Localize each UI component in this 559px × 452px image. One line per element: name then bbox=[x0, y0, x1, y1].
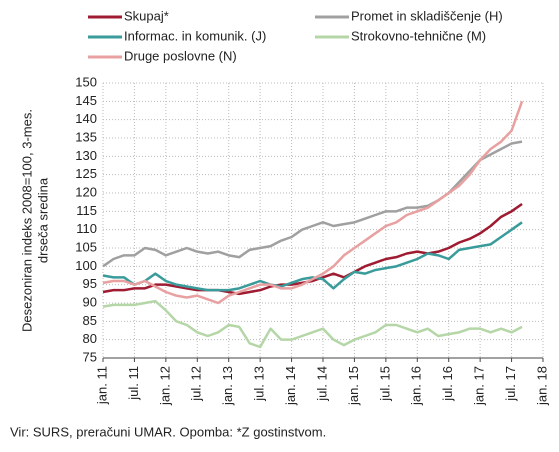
y-tick-label: 150 bbox=[75, 74, 97, 89]
legend-label: Druge poslovne (N) bbox=[124, 48, 237, 63]
x-tick-label: jul. 14 bbox=[314, 366, 329, 402]
y-axis-label: Desezoniran indeks 2008=100, 3-mes. bbox=[19, 109, 34, 332]
y-tick-label: 140 bbox=[75, 111, 97, 126]
y-tick-label: 130 bbox=[75, 148, 97, 163]
y-tick-label: 125 bbox=[75, 166, 97, 181]
x-tick-label: jul. 17 bbox=[503, 366, 518, 402]
legend-label: Skupaj* bbox=[124, 8, 169, 23]
y-tick-label: 105 bbox=[75, 239, 97, 254]
x-tick-label: jan. 16 bbox=[409, 366, 424, 406]
x-tick-label: jan. 13 bbox=[220, 366, 235, 406]
legend-label: Promet in skladiščenje (H) bbox=[351, 8, 503, 23]
y-tick-label: 135 bbox=[75, 129, 97, 144]
line bbox=[102, 202, 523, 296]
x-tick-label: jul. 15 bbox=[377, 366, 392, 402]
legend-label: Strokovno-tehnične (M) bbox=[351, 28, 486, 43]
x-tick-label: jan. 11 bbox=[94, 366, 109, 405]
x-tick-label: jan. 12 bbox=[157, 366, 172, 406]
legend-label: Informac. in komunik. (J) bbox=[124, 28, 266, 43]
x-tick-label: jan. 18 bbox=[534, 366, 549, 406]
x-tick-label: jul. 13 bbox=[252, 366, 267, 402]
y-tick-label: 95 bbox=[83, 276, 97, 291]
y-tick-label: 120 bbox=[75, 184, 97, 199]
y-tick-label: 85 bbox=[83, 313, 97, 328]
y-axis-label: drseča sredina bbox=[35, 177, 50, 263]
x-tick-label: jul. 12 bbox=[189, 366, 204, 402]
y-tick-label: 75 bbox=[83, 349, 97, 364]
y-tick-label: 145 bbox=[75, 93, 97, 108]
x-tick-label: jan. 14 bbox=[283, 366, 298, 406]
y-tick-label: 115 bbox=[76, 203, 97, 218]
line bbox=[102, 100, 524, 305]
line bbox=[102, 221, 523, 292]
note: Vir: SURS, preračuni UMAR. Opomba: *Z go… bbox=[10, 424, 326, 439]
x-tick-label: jul. 16 bbox=[440, 366, 455, 402]
y-tick-label: 80 bbox=[83, 331, 97, 346]
y-tick-label: 100 bbox=[75, 258, 97, 273]
y-tick-label: 90 bbox=[83, 294, 97, 309]
line bbox=[102, 299, 523, 349]
x-tick-label: jan. 15 bbox=[346, 366, 361, 406]
y-tick-label: 110 bbox=[76, 221, 97, 236]
x-tick-label: jul. 11 bbox=[126, 366, 141, 401]
x-tick-label: jan. 17 bbox=[472, 366, 487, 406]
